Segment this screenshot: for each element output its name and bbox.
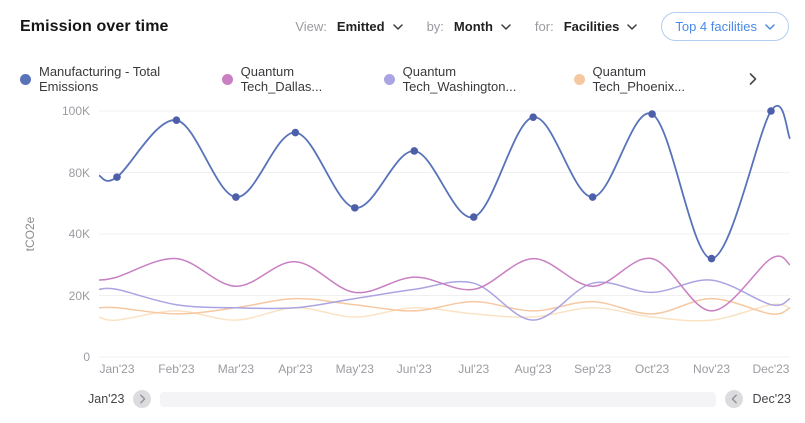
for-label: for: [534, 19, 554, 34]
by-control: by: Month [427, 19, 511, 34]
for-dropdown-value: Facilities [563, 19, 620, 34]
legend-dot-icon [573, 73, 585, 85]
data-point[interactable] [529, 113, 537, 121]
data-point[interactable] [648, 110, 656, 118]
by-label: by: [426, 19, 444, 34]
chevron-down-icon [627, 23, 638, 30]
legend-item-label: Quantum Tech_Dallas... [240, 64, 323, 94]
x-axis-tick-label: Aug'23 [514, 362, 552, 376]
legend-dot-icon [383, 73, 395, 85]
data-point[interactable] [767, 107, 775, 115]
chevron-down-icon [765, 23, 775, 30]
legend-dot-icon [20, 73, 31, 85]
x-axis-tick-label: Nov'23 [693, 362, 731, 376]
by-dropdown-value: Month [453, 19, 493, 34]
view-label: View: [295, 19, 327, 34]
x-axis-tick-label: Apr'23 [278, 362, 313, 376]
legend-item[interactable]: Quantum Tech_Washington... [383, 64, 549, 94]
chevron-right-icon [749, 73, 757, 85]
data-point[interactable] [588, 193, 597, 201]
legend-item[interactable]: Quantum Tech_Dallas... [221, 64, 359, 94]
for-control: for: Facilities [534, 19, 638, 34]
legend-item-label: Quantum Tech_Washington... [402, 64, 517, 94]
x-axis-tick-label: Jul'23 [458, 362, 490, 376]
data-point[interactable] [410, 147, 419, 155]
range-shrink-start-button[interactable] [133, 390, 152, 408]
range-track[interactable] [160, 391, 717, 407]
legend-item-label: Manufacturing - Total Emissions [39, 64, 161, 94]
y-axis-tick-label: 40K [68, 227, 90, 241]
data-point[interactable] [351, 204, 359, 212]
chevron-down-icon [392, 23, 403, 30]
series-line-0 [98, 104, 791, 260]
y-axis-tick-label: 20K [68, 288, 90, 303]
series-line-3 [98, 297, 791, 315]
legend-item[interactable]: Manufacturing - Total Emissions [20, 64, 197, 94]
series-line-2 [98, 279, 791, 321]
legend-item[interactable]: Quantum Tech_Phoenix... [573, 64, 720, 94]
view-dropdown-value: Emitted [336, 19, 385, 34]
data-point[interactable] [172, 116, 181, 125]
by-dropdown[interactable]: Month [454, 19, 511, 34]
legend-dot-icon [221, 73, 233, 85]
legend: Manufacturing - Total Emissions Quantum T… [20, 64, 759, 94]
top-facilities-button[interactable]: Top 4 facilities [661, 12, 789, 41]
chart-header: Emission over time View: Emitted by: Mon… [0, 0, 805, 41]
range-shrink-end-button[interactable] [725, 390, 744, 408]
x-axis-tick-label: Jun'23 [396, 362, 432, 376]
chevron-right-icon [140, 394, 146, 404]
range-end-label: Dec'23 [752, 392, 791, 406]
y-axis-tick-label: 100K [61, 104, 90, 118]
y-axis-tick-label: 0 [83, 350, 90, 364]
data-point[interactable] [469, 213, 478, 221]
view-dropdown[interactable]: Emitted [337, 19, 403, 34]
x-axis-tick-label: Jan'23 [99, 362, 135, 376]
data-point[interactable] [291, 128, 300, 137]
y-axis-tick-label: 80K [68, 165, 90, 180]
x-axis-tick-label: Dec'23 [752, 362, 790, 376]
legend-item-label: Quantum Tech_Phoenix... [592, 64, 686, 94]
legend-scroll-right-button[interactable] [747, 71, 759, 87]
top-facilities-label: Top 4 facilities [675, 19, 757, 34]
data-point[interactable] [232, 193, 240, 201]
x-axis-tick-label: Sep'23 [574, 362, 612, 376]
view-control: View: Emitted [295, 19, 403, 34]
range-start-label: Jan'23 [88, 392, 125, 406]
chart-controls: View: Emitted by: Month for: Facilities [295, 12, 789, 41]
series-line-4 [98, 303, 791, 322]
x-axis-tick-label: Oct'23 [634, 362, 670, 376]
legend-items: Manufacturing - Total Emissions Quantum T… [20, 64, 720, 94]
y-axis-title: tCO2e [23, 216, 37, 252]
chevron-left-icon [731, 394, 737, 404]
time-range-scrollbar: Jan'23 Dec'23 [88, 390, 791, 408]
data-point[interactable] [707, 254, 716, 263]
series-line-1 [98, 255, 791, 312]
data-point[interactable] [113, 173, 121, 181]
page-title: Emission over time [20, 17, 169, 35]
for-dropdown[interactable]: Facilities [564, 19, 638, 34]
x-axis-tick-label: Feb'23 [158, 362, 195, 376]
x-axis-tick-label: May'23 [335, 362, 374, 376]
chevron-down-icon [501, 23, 511, 30]
x-axis-tick-label: Mar'23 [217, 362, 255, 376]
